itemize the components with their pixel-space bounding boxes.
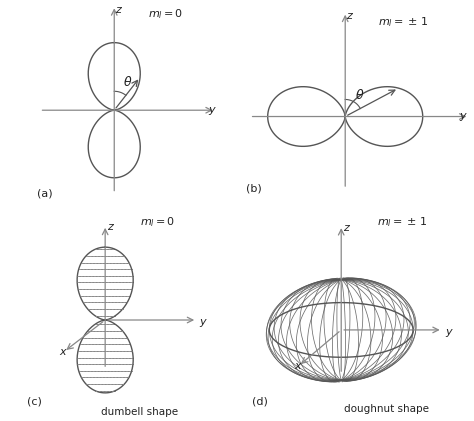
Text: $m_l = \pm\, 1$: $m_l = \pm\, 1$ [377,215,428,229]
Text: $\theta$: $\theta$ [123,75,132,89]
Text: (c): (c) [27,397,42,406]
Text: $x$: $x$ [293,362,302,371]
Text: $y$: $y$ [459,111,468,123]
Text: doughnut shape: doughnut shape [345,404,429,414]
Text: $y$: $y$ [208,105,217,117]
Text: $y$: $y$ [445,327,454,339]
Text: $z$: $z$ [107,222,115,232]
Text: $m_l = \pm\, 1$: $m_l = \pm\, 1$ [378,15,428,29]
Text: $z$: $z$ [346,11,355,21]
Text: (a): (a) [37,189,53,198]
Text: (d): (d) [252,397,268,407]
Text: $y$: $y$ [199,317,208,329]
Text: $\theta$: $\theta$ [355,88,364,102]
Text: $m_l = 0$: $m_l = 0$ [148,7,183,21]
Text: $x$: $x$ [59,347,68,357]
Text: (b): (b) [246,184,262,194]
Text: $z$: $z$ [115,5,123,15]
Text: $z$: $z$ [343,223,351,232]
Text: dumbell shape: dumbell shape [101,407,179,417]
Text: $m_l = 0$: $m_l = 0$ [140,215,175,229]
